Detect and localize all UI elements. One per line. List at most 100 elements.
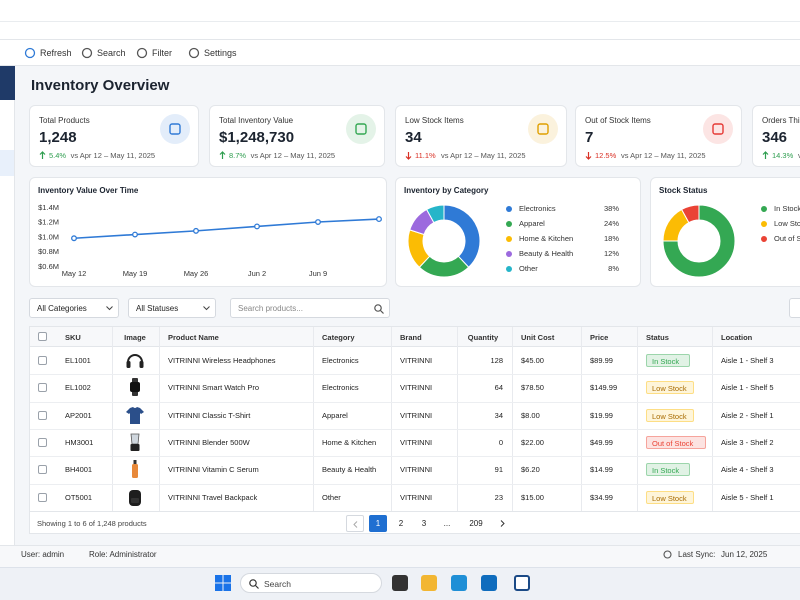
row-divider [30,428,800,430]
row-checkbox[interactable] [38,437,47,447]
chart: Inventory by Category Electronics 38% Appar… [404,186,619,278]
legend-swatch [506,206,512,212]
column-header: Unit Cost [521,333,555,342]
status-user: User: admin [21,550,65,559]
legend-swatch [506,251,512,257]
icon-shape [380,310,384,314]
img [127,354,143,363]
row-checkbox[interactable] [38,465,47,475]
chevron [500,520,505,527]
kpi-value: 34 [405,129,422,146]
legend-swatch [506,266,512,272]
sync-icon [663,550,672,559]
search-box[interactable]: Search products... [230,298,390,318]
page-button[interactable]: 209 [463,515,489,532]
column-divider [581,327,582,511]
dropdown-caret [106,306,113,311]
export-button[interactable] [789,298,800,318]
trend-arrow [762,151,769,159]
search-icon [249,579,259,589]
page-prev[interactable] [346,515,364,532]
kpi-period: vs Apr 12 – May 11, 2025 [70,151,156,160]
logo-tile [223,583,231,591]
toolbar-button[interactable]: Filter [152,48,172,58]
trend-arrow [219,151,226,159]
status-text: Low Stock [652,411,687,421]
table-cell: 0 [498,437,503,447]
chart: Stock Status In Stock Low Stock Out of Stoc… [659,186,800,278]
taskbar-search-text: Search [264,579,291,589]
table-cell: VITRINNI Wireless Headphones [168,356,276,365]
toolbar-button[interactable]: Settings [204,48,237,58]
search-placeholder: Search products... [238,304,303,313]
icon-shape [81,47,93,59]
table-cell: VITRINNI [400,437,433,447]
table-cell: $8.00 [521,410,540,420]
taskbar-search[interactable]: Search [240,573,382,593]
page-title: Inventory Overview [31,77,170,94]
row-checkbox[interactable] [38,492,47,502]
glyph-shape [712,123,724,135]
table-cell: VITRINNI [400,492,433,502]
status-badge: In Stock [646,463,690,477]
arrow-shape [219,151,226,159]
page-next[interactable] [494,515,512,532]
legend-label: Beauty & Health [519,249,573,258]
kpi-value: 1,248 [39,129,77,146]
pie-slice [443,204,481,268]
legend-swatch [761,221,767,227]
data-point [132,231,138,238]
category-filter[interactable]: All Categories [29,298,119,318]
row-checkbox[interactable] [38,410,47,420]
row-checkbox[interactable] [38,356,47,365]
page-button[interactable]: ... [438,515,456,532]
table-cell: VITRINNI [400,383,433,393]
kpi-value: 7 [585,129,594,146]
table-cell: $34.99 [590,492,613,502]
page-button[interactable]: 1 [369,515,387,532]
table-cell: $78.50 [521,383,544,393]
img [126,361,131,368]
taskbar-app[interactable] [514,575,530,591]
page-label: 209 [469,519,483,528]
img [139,361,144,368]
table-cell: OT5001 [65,492,93,502]
taskbar-app[interactable] [392,575,408,591]
page-button[interactable]: 3 [415,515,433,532]
kpi-period: vs Apr 12 – May 11, 2025 [798,151,800,160]
table-cell: Aisle 3 - Shelf 2 [721,437,774,447]
img [130,433,140,445]
pie-slice [680,204,700,224]
row-divider [30,374,800,376]
row-checkbox[interactable] [38,332,47,341]
product-image [130,433,140,451]
sidebar-active [0,66,15,100]
taskbar-app[interactable] [481,575,497,591]
kpi-label: Out of Stock Items [585,116,651,125]
table-cell: BH4001 [65,465,93,475]
taskbar-app[interactable] [451,575,467,591]
taskbar-app[interactable] [421,575,437,591]
kpi-change: 11.1% [415,151,436,160]
kpi-value: 346 [762,129,788,146]
chart-card: Stock Status In Stock Low Stock Out of Stoc… [650,177,800,287]
page-button[interactable]: 2 [392,515,410,532]
status-sync: Last Sync: [678,550,716,559]
status-badge: Out of Stock [646,435,706,449]
filter-text: All Categories [37,304,87,313]
icon-shape [374,304,382,312]
row-checkbox[interactable] [38,383,47,393]
kpi-label: Low Stock Items [405,116,464,125]
toolbar-button[interactable]: Search [97,48,126,58]
status-filter[interactable]: All Statuses [128,298,216,318]
img [130,443,140,451]
toolbar-button[interactable]: Refresh [40,48,72,58]
table-cell: 34 [494,410,503,420]
y-tick-label: $1.0M [38,232,59,241]
kpi-icon [346,114,376,144]
column-divider [512,327,513,511]
chevron [353,521,358,528]
status-sync-time: Jun 12, 2025 [721,550,768,559]
status-bar [0,545,800,567]
arrow-shape [762,151,769,159]
